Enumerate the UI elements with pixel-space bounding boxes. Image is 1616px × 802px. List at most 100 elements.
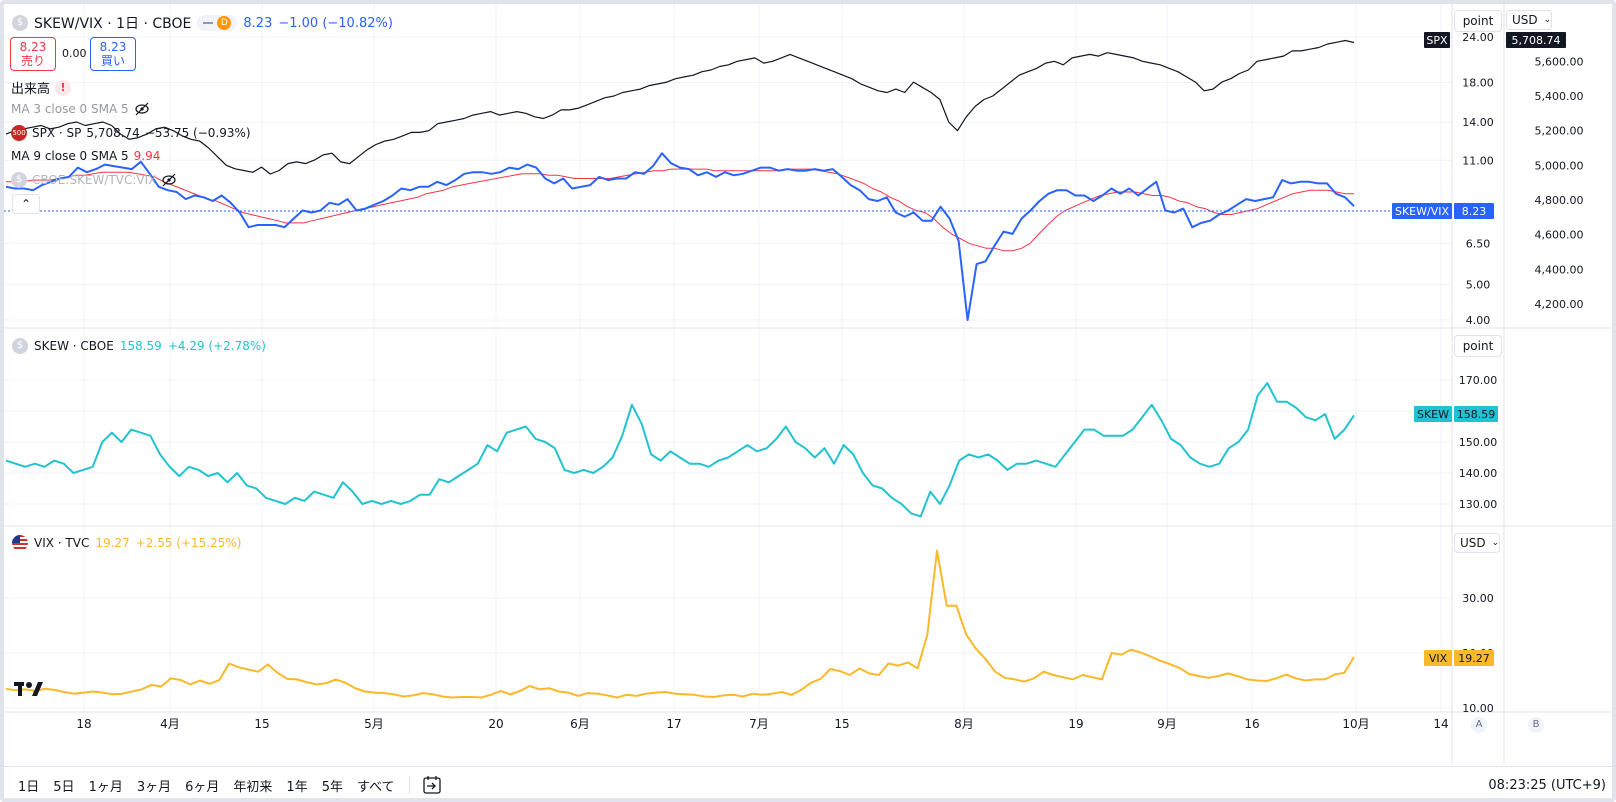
- range-1d[interactable]: 1日: [18, 779, 40, 795]
- ma3-legend[interactable]: MA 3 close 0 SMA 5: [11, 102, 150, 116]
- spx-tick-label: 5,000.00: [1535, 159, 1584, 172]
- toolbar-divider: [408, 776, 410, 794]
- skew-series-line: [5, 382, 1355, 518]
- hidden-eye-icon[interactable]: [134, 102, 150, 116]
- time-axis-ticks: 18 4月 15 5月 20 6月 17 7月 15 8月 19 9月 16 10月 14: [76, 717, 1448, 731]
- vix-legend[interactable]: VIX · TVC 19.27 +2.55 (+15.25%): [12, 535, 241, 551]
- range-5y[interactable]: 5年: [321, 779, 343, 795]
- pane-separators: [4, 4, 1612, 764]
- ratio-tick-label: 24.00: [1462, 31, 1494, 44]
- vix-symbol: VIX · TVC: [34, 536, 90, 550]
- tradingview-logo-icon[interactable]: [14, 678, 46, 698]
- skew-legend[interactable]: $ SKEW · CBOE 158.59 +4.29 (+2.78%): [12, 338, 266, 354]
- scale-mode-button[interactable]: point: [1454, 10, 1502, 32]
- ma9-legend[interactable]: MA 9 close 0 SMA 5 9.94: [11, 149, 160, 163]
- vix-value-tag: 19.27: [1458, 652, 1490, 665]
- symbol-logo-icon: $: [12, 338, 28, 354]
- x-tick-label: 19: [1068, 717, 1083, 731]
- spread-value: 0.00: [62, 47, 87, 60]
- alert-icon[interactable]: !: [55, 79, 72, 96]
- ma9-series-line: [6, 168, 1354, 252]
- spx-symbol: SPX · SP: [32, 126, 82, 140]
- buy-price: 8.23: [99, 40, 127, 54]
- chevron-down-icon: ⌄: [1543, 15, 1552, 25]
- ma3-label: MA 3 close 0 SMA 5: [11, 102, 129, 116]
- spx-name-tag: SPX: [1426, 34, 1448, 47]
- skew-symbol: SKEW · CBOE: [34, 339, 114, 353]
- skew-legend-change: +4.29 (+2.78%): [167, 339, 266, 353]
- buy-label: 買い: [100, 54, 125, 68]
- range-5d[interactable]: 5日: [53, 779, 75, 795]
- spx-series-line: [5, 39, 1355, 175]
- range-1m[interactable]: 1ヶ月: [88, 779, 123, 795]
- spx-tick-label: 5,600.00: [1535, 55, 1584, 68]
- x-tick-label: 18: [76, 717, 91, 731]
- currency-label: USD: [1460, 536, 1486, 550]
- ratio-tick-label: 11.00: [1462, 154, 1494, 167]
- x-tick-label: 14: [1433, 717, 1448, 731]
- auto-scale-button[interactable]: A: [1471, 717, 1487, 733]
- buy-button[interactable]: 8.23 買い: [90, 37, 136, 71]
- main-last-value: 8.23: [243, 15, 273, 31]
- symbol-logo-icon: $: [12, 15, 28, 31]
- spx-name-tag-bg: [1424, 32, 1450, 48]
- x-tick-label: 8月: [954, 717, 974, 731]
- collapse-legend-button[interactable]: ⌃: [12, 194, 40, 214]
- scale-mode-button-skew[interactable]: point: [1454, 335, 1502, 357]
- skewvix-legend[interactable]: $ CBOE:SKEW/TVC:VIX: [11, 172, 177, 188]
- skew-value-tag: 158.59: [1457, 408, 1496, 421]
- skew-tick-label: 150.00: [1459, 436, 1498, 449]
- vix-legend-value: 19.27: [95, 536, 130, 550]
- range-6m[interactable]: 6ヶ月: [185, 779, 220, 795]
- minus-icon: [203, 22, 214, 24]
- x-tick-label: 9月: [1157, 717, 1177, 731]
- currency-selector[interactable]: USD ⌄: [1506, 10, 1552, 30]
- sell-button[interactable]: 8.23 売り: [10, 37, 56, 71]
- range-1y[interactable]: 1年: [286, 779, 308, 795]
- x-tick-label: 17: [666, 717, 681, 731]
- x-tick-label: 5月: [364, 717, 384, 731]
- x-tick-label: 20: [488, 717, 503, 731]
- hidden-eye-icon[interactable]: [161, 173, 177, 187]
- chevron-down-icon: ⌄: [1491, 538, 1500, 548]
- ratio-value-tag-bg: [1454, 203, 1494, 219]
- sell-label: 売り: [20, 54, 45, 68]
- vix-legend-change: +2.55 (+15.25%): [135, 536, 242, 550]
- currency-selector-vix[interactable]: USD ⌄: [1454, 533, 1500, 553]
- skew-tick-label: 170.00: [1459, 374, 1498, 387]
- currency-label: USD: [1512, 13, 1538, 27]
- series-lines: [5, 39, 1355, 699]
- spx-legend[interactable]: 500 SPX · SP 5,708.74 −53.75 (−0.93%): [11, 125, 251, 141]
- vix-name-tag: VIX: [1429, 652, 1448, 665]
- skew-tick-label: 130.00: [1459, 498, 1498, 511]
- skewvix-symbol: CBOE:SKEW/TVC:VIX: [32, 173, 157, 187]
- skewvix-series-line: [5, 152, 1355, 321]
- spx-legend-value: 5,708.74: [86, 126, 140, 140]
- chart-canvas[interactable]: 24.00 18.00 14.00 11.00 6.50 5.00 4.00 5,600.00…: [4, 4, 1616, 764]
- range-3m[interactable]: 3ヶ月: [136, 779, 172, 795]
- bottom-toolbar: 1日 5日 1ヶ月 3ヶ月 6ヶ月 年初来 1年 5年 すべて 08:23:25…: [4, 766, 1612, 798]
- range-all[interactable]: すべて: [356, 779, 395, 795]
- skew-name-tag: SKEW: [1417, 408, 1449, 421]
- goto-date-icon[interactable]: [422, 775, 442, 795]
- volume-legend[interactable]: 出来高 !: [11, 78, 72, 97]
- clock-readout[interactable]: 08:23:25 (UTC+9): [1488, 777, 1606, 793]
- symbol-logo-icon: $: [11, 172, 27, 188]
- market-status-badge[interactable]: D: [197, 15, 238, 31]
- range-ytd[interactable]: 年初来: [233, 779, 273, 795]
- spx-value-tag: 5,708.74: [1512, 34, 1561, 47]
- vix-name-tag-bg: [1424, 650, 1452, 666]
- spx-legend-change: −53.75 (−0.93%): [144, 126, 251, 140]
- volume-label: 出来高: [11, 82, 51, 97]
- skew-tick-label: 140.00: [1459, 467, 1498, 480]
- spx-tick-label: 4,800.00: [1535, 194, 1584, 207]
- main-symbol[interactable]: SKEW/VIX · 1日 · CBOE: [34, 16, 192, 32]
- b-scale-button[interactable]: B: [1528, 717, 1544, 733]
- x-tick-label: 16: [1244, 717, 1259, 731]
- main-change: −1.00 (−10.82%): [278, 15, 393, 31]
- x-tick-label: 10月: [1342, 717, 1369, 731]
- ratio-name-tag-bg: [1392, 203, 1452, 219]
- x-tick-label: 15: [834, 717, 849, 731]
- ratio-tick-label: 4.00: [1466, 314, 1491, 327]
